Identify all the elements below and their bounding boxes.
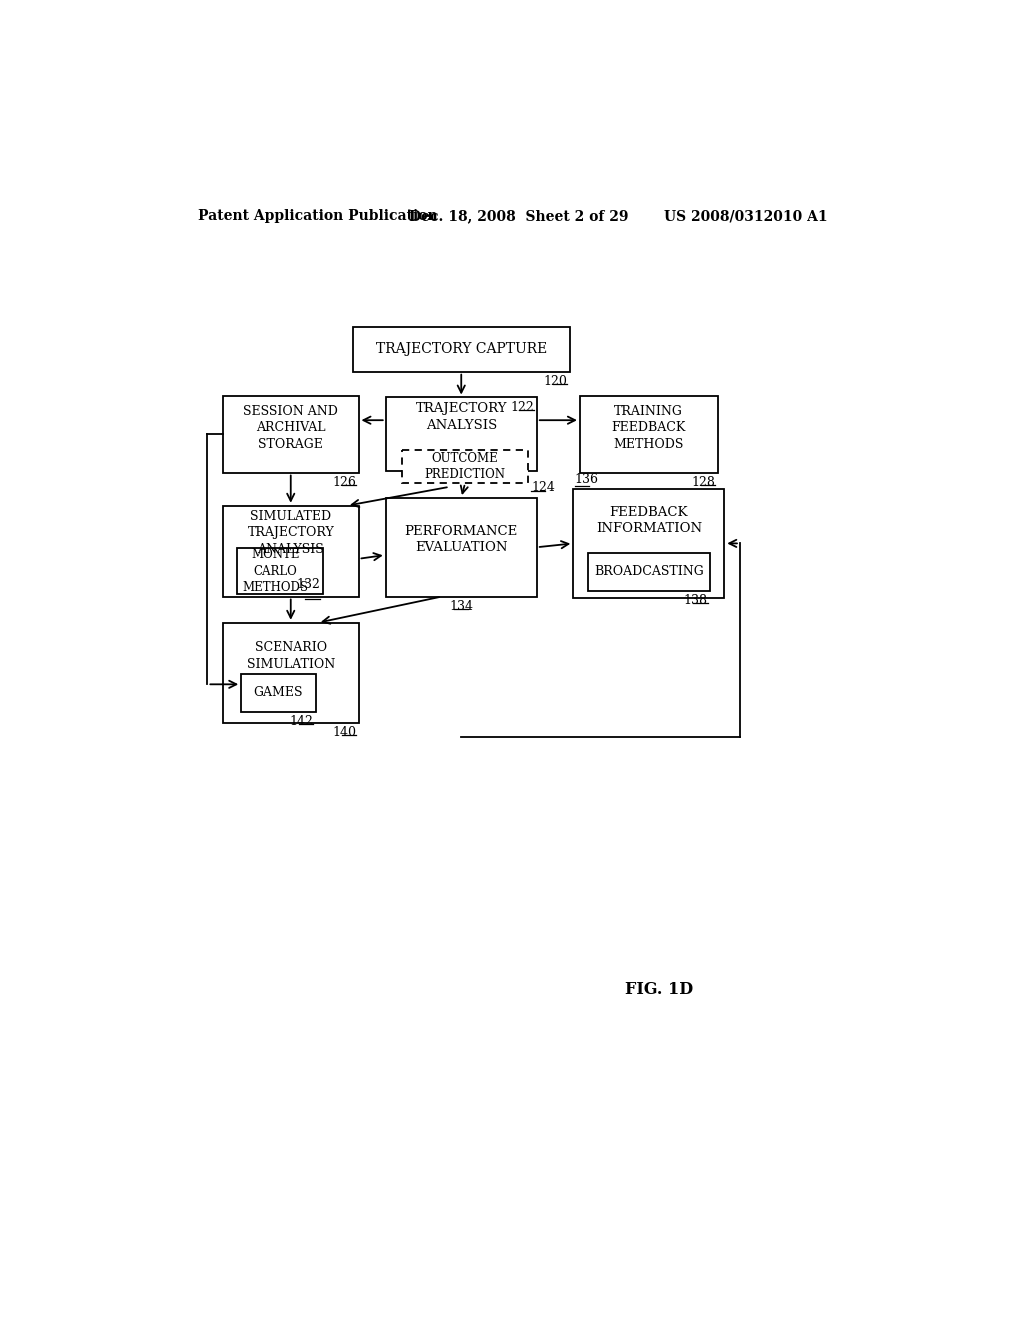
Text: FEEDBACK
INFORMATION: FEEDBACK INFORMATION	[596, 506, 701, 535]
Text: TRAJECTORY CAPTURE: TRAJECTORY CAPTURE	[376, 342, 547, 356]
Text: 124: 124	[531, 482, 555, 495]
Text: 138: 138	[684, 594, 708, 607]
Bar	[402, 450, 528, 483]
Text: 132: 132	[296, 578, 321, 591]
Text: 134: 134	[450, 599, 473, 612]
Bar	[352, 327, 569, 372]
Text: 140: 140	[332, 726, 356, 739]
Text: GAMES: GAMES	[254, 686, 303, 700]
Text: OUTCOME
PREDICTION: OUTCOME PREDICTION	[425, 451, 506, 482]
Text: 128: 128	[691, 475, 716, 488]
Text: SESSION AND
ARCHIVAL
STORAGE: SESSION AND ARCHIVAL STORAGE	[244, 405, 338, 451]
Bar	[223, 506, 358, 597]
Bar	[573, 488, 724, 598]
Text: PERFORMANCE
EVALUATION: PERFORMANCE EVALUATION	[404, 525, 518, 554]
Text: SIMULATED
TRAJECTORY
ANALYSIS: SIMULATED TRAJECTORY ANALYSIS	[248, 510, 334, 556]
Text: Patent Application Publication: Patent Application Publication	[198, 209, 437, 223]
Text: FIG. 1D: FIG. 1D	[625, 982, 693, 998]
Bar	[386, 498, 537, 597]
Text: 136: 136	[574, 473, 599, 486]
Text: 120: 120	[544, 375, 567, 388]
Text: 142: 142	[290, 715, 313, 729]
Bar	[580, 396, 718, 473]
Bar	[588, 553, 710, 591]
Text: BROADCASTING: BROADCASTING	[594, 565, 703, 578]
Bar	[241, 673, 315, 711]
Text: US 2008/0312010 A1: US 2008/0312010 A1	[665, 209, 828, 223]
Text: 126: 126	[333, 475, 356, 488]
Bar	[386, 397, 537, 471]
Bar	[237, 548, 324, 594]
Text: Dec. 18, 2008  Sheet 2 of 29: Dec. 18, 2008 Sheet 2 of 29	[409, 209, 628, 223]
Text: TRAJECTORY
ANALYSIS: TRAJECTORY ANALYSIS	[416, 403, 507, 432]
Bar	[223, 623, 358, 723]
Text: 122: 122	[510, 400, 534, 413]
Text: SCENARIO
SIMULATION: SCENARIO SIMULATION	[247, 642, 335, 671]
Bar	[223, 396, 358, 473]
Text: MONTE
CARLO
METHODS: MONTE CARLO METHODS	[243, 548, 308, 594]
Text: TRAINING
FEEDBACK
METHODS: TRAINING FEEDBACK METHODS	[611, 405, 686, 451]
